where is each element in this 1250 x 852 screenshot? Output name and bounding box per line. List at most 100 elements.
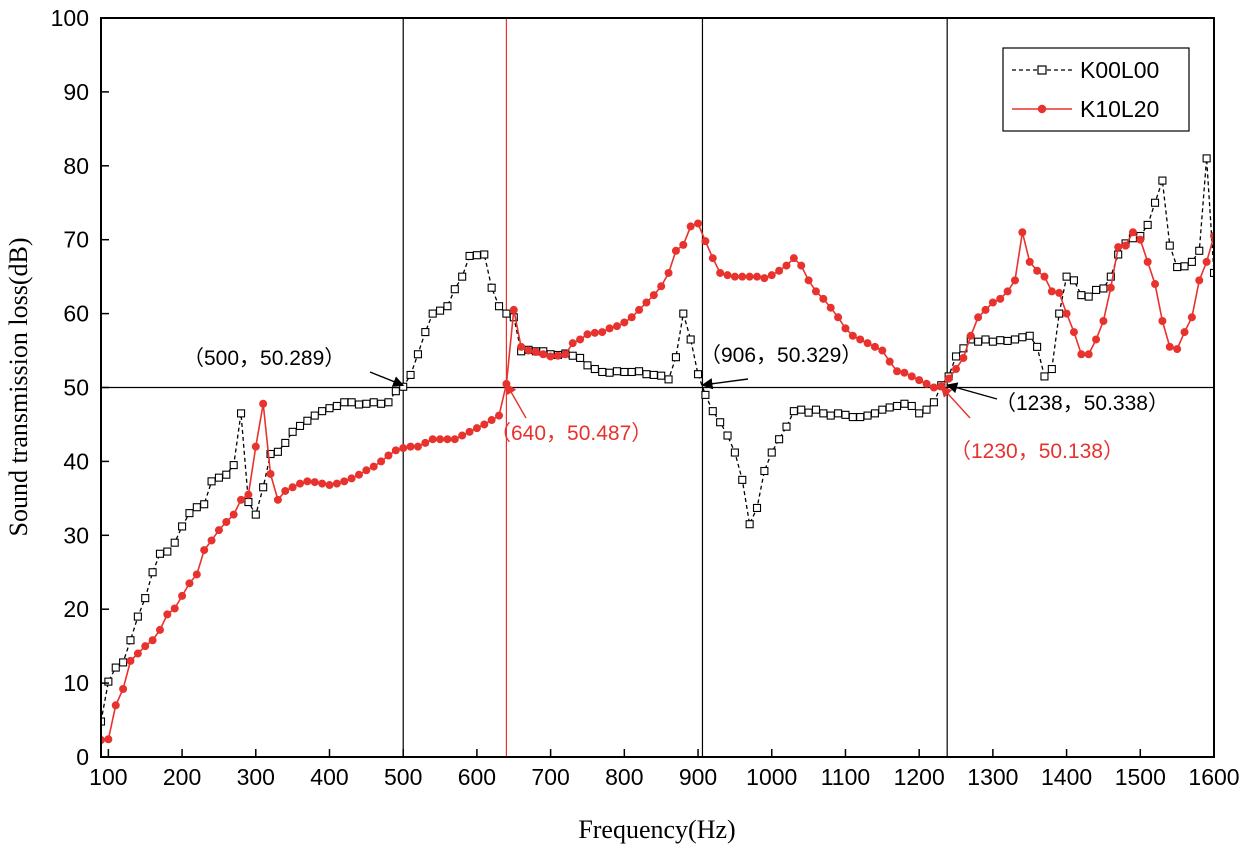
point-k10l20: [753, 272, 762, 281]
point-k10l20: [738, 272, 747, 281]
point-k00l00: [907, 401, 916, 411]
point-k00l00: [222, 470, 231, 479]
point-k00l00: [974, 337, 983, 346]
point-k00l00: [568, 351, 577, 360]
point-k10l20: [730, 272, 739, 281]
point-k00l00: [981, 335, 990, 344]
point-k00l00: [362, 399, 371, 408]
point-k10l20: [745, 272, 754, 281]
point-k10l20: [1062, 309, 1071, 318]
point-k10l20: [1187, 313, 1196, 322]
point-k10l20: [413, 442, 422, 451]
point-k00l00: [1099, 284, 1108, 293]
point-k10l20: [480, 420, 489, 429]
point-k00l00: [819, 409, 828, 418]
point-k10l20: [834, 313, 843, 322]
point-k10l20: [332, 479, 341, 488]
point-k10l20: [1158, 316, 1167, 325]
point-k10l20: [1033, 266, 1042, 275]
point-k00l00: [192, 503, 201, 512]
point-k10l20: [782, 261, 791, 270]
point-k10l20: [1180, 328, 1189, 337]
point-k10l20: [716, 268, 725, 277]
point-k10l20: [133, 649, 142, 658]
point-k00l00: [1187, 257, 1196, 266]
annotation-label: （906，50.329）: [700, 344, 862, 367]
point-k10l20: [296, 479, 305, 488]
point-k00l00: [214, 473, 223, 482]
point-k00l00: [259, 483, 268, 492]
annotation-arrow: [701, 378, 749, 390]
point-k10l20: [111, 701, 120, 710]
point-k10l20: [612, 322, 621, 331]
point-k10l20: [384, 451, 393, 460]
point-k10l20: [391, 446, 400, 455]
x-tick-label: 1600: [1188, 764, 1239, 790]
point-k10l20: [583, 330, 592, 339]
point-k10l20: [273, 495, 282, 504]
point-k10l20: [325, 481, 334, 490]
point-k10l20: [1195, 276, 1204, 285]
y-axis-title: Sound transmission loss(dB): [4, 237, 33, 536]
point-k10l20: [148, 636, 157, 645]
annotation-label: （1230，50.138）: [950, 440, 1124, 463]
point-k00l00: [1202, 154, 1211, 163]
point-k00l00: [583, 361, 592, 370]
point-k10l20: [1202, 257, 1211, 266]
point-k00l00: [870, 409, 879, 418]
point-k10l20: [1114, 243, 1123, 252]
point-k10l20: [686, 222, 695, 231]
point-k00l00: [863, 411, 872, 420]
point-k10l20: [767, 271, 776, 280]
point-k10l20: [288, 483, 297, 492]
point-k10l20: [915, 376, 924, 385]
point-k10l20: [369, 462, 378, 471]
y-tick-label: 100: [51, 5, 89, 31]
point-k10l20: [450, 435, 459, 444]
point-k00l00: [693, 370, 703, 379]
point-k10l20: [421, 438, 430, 447]
point-k10l20: [620, 318, 629, 327]
point-k10l20: [553, 351, 562, 360]
point-k10l20: [229, 510, 238, 519]
point-k10l20: [988, 298, 997, 307]
point-k00l00: [1055, 309, 1064, 318]
point-k10l20: [922, 379, 931, 388]
point-k10l20: [576, 335, 585, 344]
point-k00l00: [170, 538, 179, 547]
point-k10l20: [251, 442, 260, 451]
point-k00l00: [288, 427, 297, 436]
point-k00l00: [1143, 220, 1152, 229]
point-k10l20: [1165, 342, 1174, 351]
point-k10l20: [760, 274, 769, 283]
point-k10l20: [590, 328, 599, 337]
x-tick-label: 900: [679, 764, 717, 790]
point-k00l00: [295, 421, 305, 430]
point-k10l20: [244, 490, 253, 499]
x-tick-label: 1000: [746, 764, 797, 790]
point-k00l00: [893, 401, 902, 411]
point-k10l20: [708, 254, 717, 263]
point-k00l00: [708, 407, 717, 416]
x-tick-label: 700: [531, 764, 569, 790]
point-k00l00: [1106, 272, 1115, 281]
point-k00l00: [104, 677, 113, 686]
point-k00l00: [612, 367, 622, 376]
point-k00l00: [1018, 333, 1027, 342]
point-k10l20: [237, 495, 246, 504]
point-k00l00: [207, 477, 216, 486]
point-k00l00: [318, 407, 327, 416]
point-k10l20: [1040, 272, 1049, 281]
point-k00l00: [738, 475, 747, 484]
point-k10l20: [222, 517, 231, 526]
point-k00l00: [1047, 364, 1056, 374]
point-k10l20: [266, 469, 275, 478]
point-k10l20: [797, 261, 806, 270]
point-k10l20: [996, 294, 1005, 303]
point-k10l20: [1025, 257, 1034, 266]
point-k10l20: [900, 368, 909, 377]
point-k00l00: [450, 285, 459, 294]
point-k10l20: [141, 642, 150, 651]
point-k00l00: [752, 503, 762, 513]
